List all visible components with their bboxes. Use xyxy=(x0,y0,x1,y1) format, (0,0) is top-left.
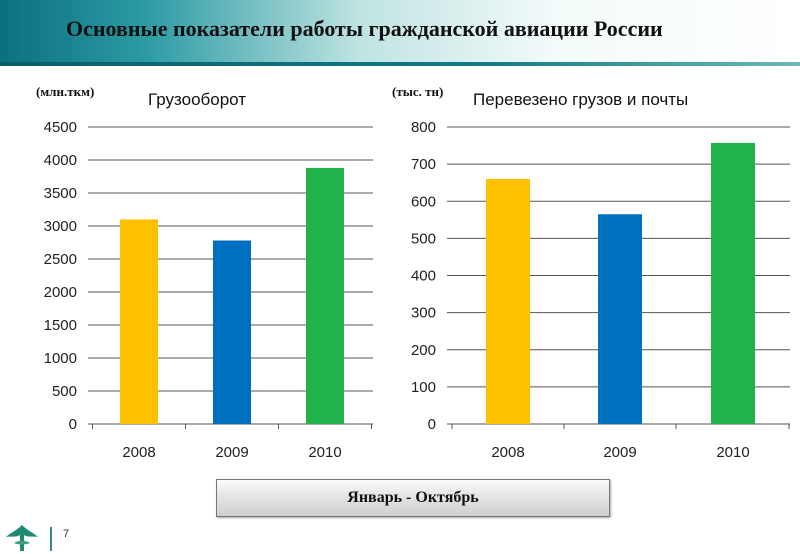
chart-2-y-tick-label: 400 xyxy=(411,268,436,285)
chart-1-title: Грузооборот xyxy=(148,90,247,109)
footer-divider xyxy=(50,527,52,551)
chart-1-x-category-label: 2008 xyxy=(122,444,155,461)
page-number: 7 xyxy=(63,528,70,540)
chart-1-y-tick-label: 1500 xyxy=(44,317,77,334)
chart-2-title: Перевезено грузов и почты xyxy=(473,90,689,109)
chart-2-x-category-label: 2009 xyxy=(603,444,636,461)
chart-2-unit: (тыс. тн) xyxy=(392,84,444,99)
chart-1-unit: (млн.ткм) xyxy=(36,84,95,99)
chart-2-y-tick-label: 300 xyxy=(411,305,436,322)
header-divider xyxy=(0,62,800,66)
chart-2-x-category-label: 2010 xyxy=(716,444,749,461)
emblem-logo-icon xyxy=(6,525,38,551)
chart-1-y-tick-label: 0 xyxy=(69,416,77,433)
chart-1-x-category-label: 2009 xyxy=(215,444,248,461)
chart-1-y-tick-label: 4000 xyxy=(44,152,77,169)
chart-1-y-tick-label: 500 xyxy=(52,383,77,400)
chart-1-y-tick-label: 1000 xyxy=(44,350,77,367)
chart-1-x-category-label: 2010 xyxy=(308,444,341,461)
chart-2-bar-2008 xyxy=(486,178,530,424)
chart-2-y-tick-label: 500 xyxy=(411,230,436,247)
chart-2-y-tick-label: 600 xyxy=(411,193,436,210)
chart-2-y-tick-label: 800 xyxy=(411,119,436,136)
chart-1-y-tick-label: 2000 xyxy=(44,284,77,301)
chart-2-bar-2010 xyxy=(711,142,755,424)
chart-2-y-tick-label: 0 xyxy=(428,416,436,433)
period-label: Январь - Октябрь xyxy=(216,479,610,517)
chart-1-bar-2008 xyxy=(120,219,158,424)
chart-1-y-tick-label: 2500 xyxy=(44,251,77,268)
chart-1-y-tick-label: 3000 xyxy=(44,218,77,235)
chart-1-bar-2010 xyxy=(306,167,344,425)
chart-2-x-category-label: 2008 xyxy=(491,444,524,461)
chart-2-y-tick-label: 700 xyxy=(411,156,436,173)
header-banner xyxy=(0,0,800,66)
chart-1-bar-2009 xyxy=(213,240,251,424)
chart-2-bar-2009 xyxy=(598,214,642,424)
chart-1-y-tick-label: 3500 xyxy=(44,185,77,202)
chart-2-y-tick-label: 200 xyxy=(411,342,436,359)
page-title: Основные показатели работы гражданской а… xyxy=(66,16,663,41)
chart-1-y-tick-label: 4500 xyxy=(44,119,77,136)
chart-2-y-tick-label: 100 xyxy=(411,379,436,396)
